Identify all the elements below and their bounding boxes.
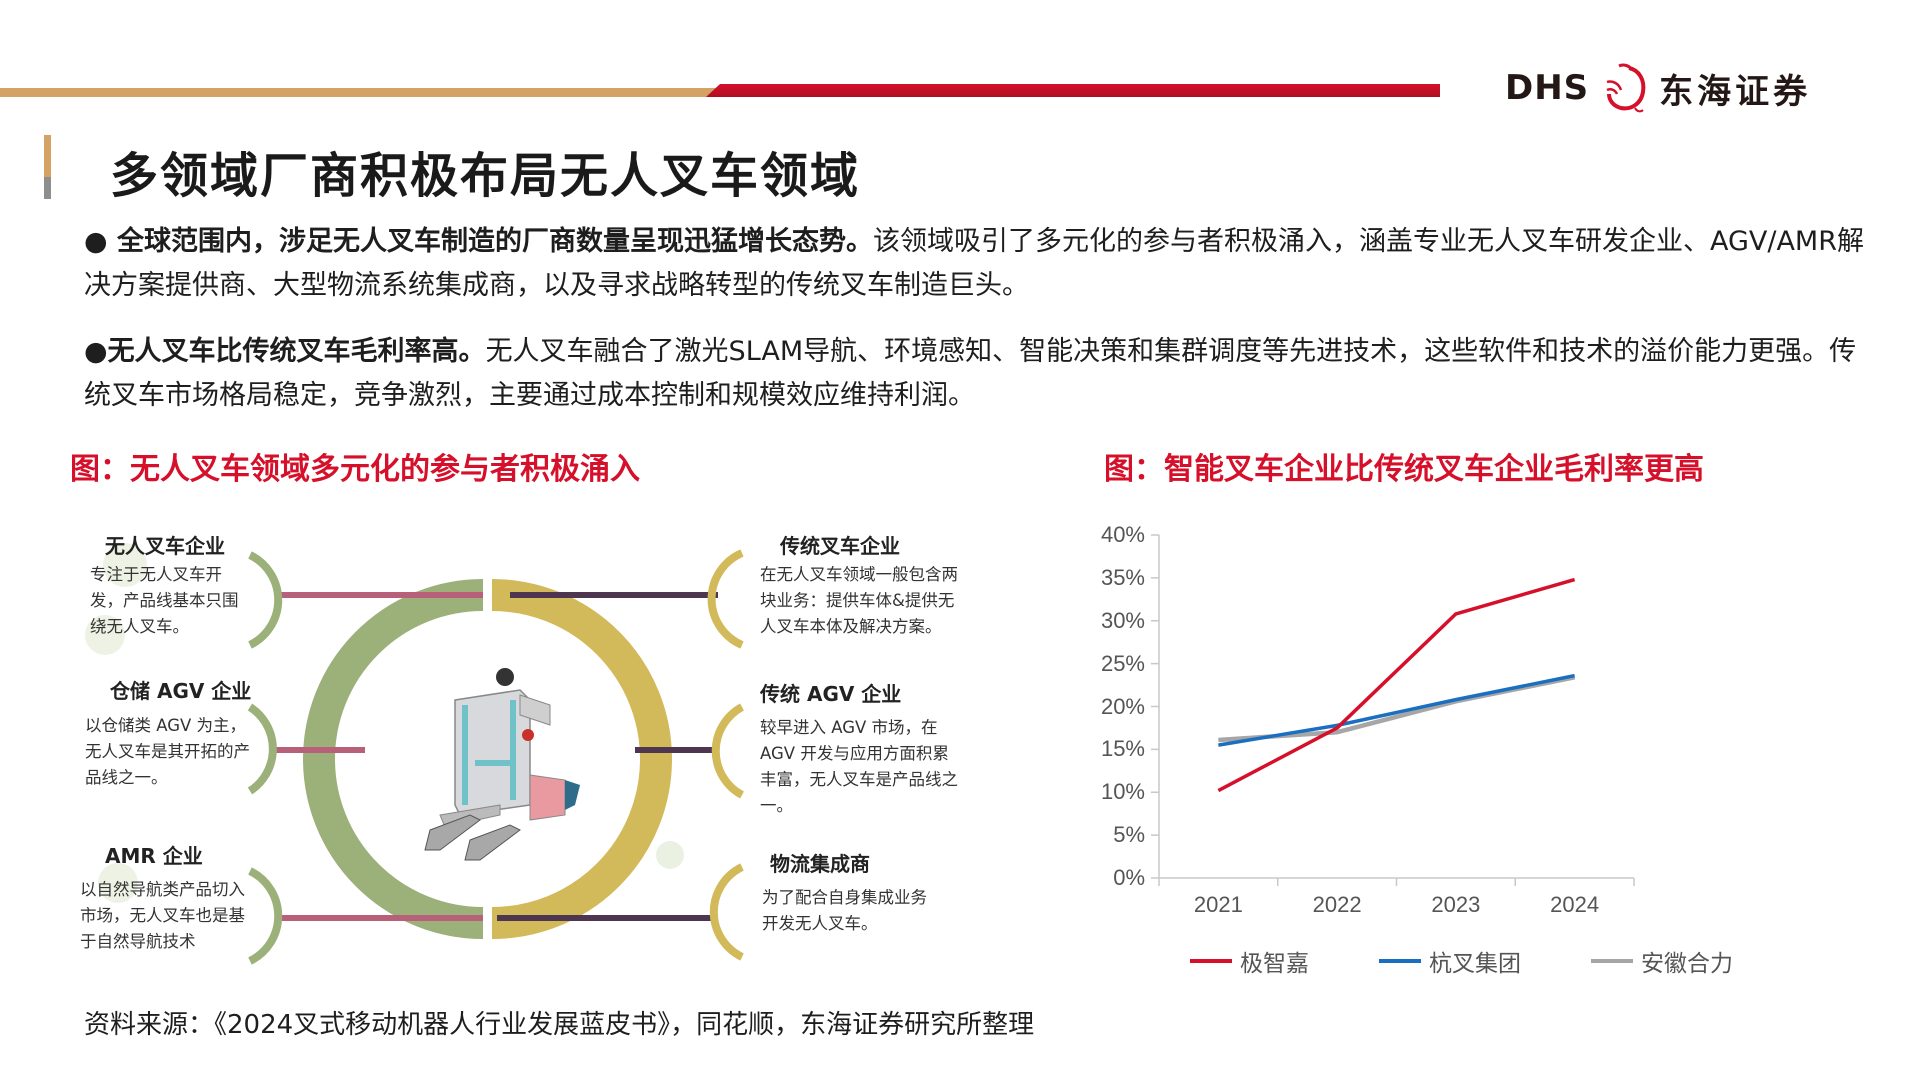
y-tick-label: 35%	[1100, 564, 1145, 590]
forklift-robot-icon	[424, 668, 580, 861]
y-tick-label: 25%	[1100, 650, 1145, 676]
legend-swatch-icon	[1379, 959, 1421, 963]
bullet-marker: ●	[84, 336, 108, 367]
participant-description: 在无人叉车领域一般包含两块业务：提供车体&提供无人叉车本体及解决方案。	[760, 565, 958, 636]
figure-right-title: 图：智能叉车企业比传统叉车企业毛利率更高	[1104, 452, 1704, 487]
legend-swatch-icon	[1591, 959, 1633, 963]
series-line	[1217, 577, 1576, 793]
x-tick-label: 2023	[1431, 892, 1481, 917]
y-tick-label: 30%	[1100, 607, 1145, 633]
page-title: 多领域厂商积极布局无人叉车领域	[110, 148, 861, 204]
source-note: 资料来源：《2024叉式移动机器人行业发展蓝皮书》，同花顺，东海证券研究所整理	[84, 1010, 1035, 1040]
bullet-marker: ●	[84, 226, 108, 257]
participant-description: 为了配合自身集成业务开发无人叉车。	[762, 888, 927, 933]
y-tick-label: 40%	[1100, 522, 1145, 547]
legend-item: 杭叉集团	[1379, 944, 1521, 978]
title-accent-bar	[44, 135, 51, 199]
x-tick-label: 2022	[1312, 892, 1362, 917]
legend-label: 杭叉集团	[1429, 951, 1521, 977]
participant-description: 专注于无人叉车开发，产品线基本只围绕无人叉车。	[90, 565, 239, 636]
bullet-paragraph-2: ●无人叉车比传统叉车毛利率高。无人叉车融合了激光SLAM导航、环境感知、智能决策…	[84, 330, 1864, 418]
participants-diagram: 无人叉车企业 专注于无人叉车开发，产品线基本只围绕无人叉车。 仓储 AGV 企业…	[30, 515, 990, 975]
bullet-2-text: 无人叉车融合了激光SLAM导航、环境感知、智能决策和集群调度等先进技术，这些软件…	[84, 336, 1857, 411]
y-tick-label: 0%	[1113, 865, 1145, 890]
x-tick-label: 2021	[1193, 892, 1243, 917]
y-tick-label: 5%	[1113, 822, 1145, 848]
header-red-bar	[706, 84, 1440, 97]
participant-heading: AMR 企业	[105, 844, 203, 868]
chart-plot-area	[1151, 534, 1635, 886]
ring-and-connectors	[85, 543, 745, 965]
bullet-2-bold: 无人叉车比传统叉车毛利率高。	[107, 336, 486, 367]
bullet-1-bold: 全球范围内，涉足无人叉车制造的厂商数量呈现迅猛增长态势。	[107, 226, 873, 257]
participant-heading: 传统叉车企业	[780, 534, 900, 558]
participant-heading: 物流集成商	[770, 852, 870, 876]
participant-heading: 无人叉车企业	[105, 534, 225, 558]
chart-legend: 极智嘉 杭叉集团 安徽合力	[1190, 944, 1733, 978]
dragon-logo-icon	[1606, 63, 1646, 113]
participant-heading: 传统 AGV 企业	[760, 682, 902, 706]
participant-description: 以自然导航类产品切入市场，无人叉车也是基于自然导航技术	[80, 880, 245, 951]
gross-margin-chart: 0% 5% 10% 15% 20% 25% 30% 35% 40% 2021 2022 2023 20…	[1080, 520, 1880, 980]
bullet-paragraph-1: ● 全球范围内，涉足无人叉车制造的厂商数量呈现迅猛增长态势。该领域吸引了多元化的…	[84, 220, 1864, 308]
participant-description: 以仓储类 AGV 为主，无人叉车是其开拓的产品线之一。	[85, 716, 250, 787]
x-tick-label: 2024	[1550, 892, 1600, 917]
legend-item: 安徽合力	[1591, 944, 1733, 978]
figure-left-title: 图：无人叉车领域多元化的参与者积极涌入	[70, 452, 640, 487]
legend-item: 极智嘉	[1190, 944, 1309, 978]
y-tick-label: 20%	[1100, 693, 1145, 719]
y-tick-label: 10%	[1100, 779, 1145, 805]
series-line	[1218, 673, 1575, 747]
participant-description: 较早进入 AGV 市场，在 AGV 开发与应用方面积累丰富，无人叉车是产品线之一…	[760, 718, 958, 815]
logo-latin: DHS	[1505, 68, 1590, 108]
legend-label: 安徽合力	[1641, 951, 1733, 977]
header-tan-bar	[0, 88, 720, 97]
logo-chinese: 东海证券	[1659, 71, 1812, 112]
legend-swatch-icon	[1190, 959, 1232, 963]
participant-heading: 仓储 AGV 企业	[110, 679, 252, 703]
y-tick-label: 15%	[1100, 736, 1145, 762]
brand-logo: DHS 东海证券	[1505, 62, 1811, 114]
legend-label: 极智嘉	[1240, 951, 1309, 977]
bullet-1-text: 该领域吸引了多元化的参与者积极涌入，涵盖专业无人叉车研发企业、AGV/AMR解决…	[84, 226, 1864, 301]
